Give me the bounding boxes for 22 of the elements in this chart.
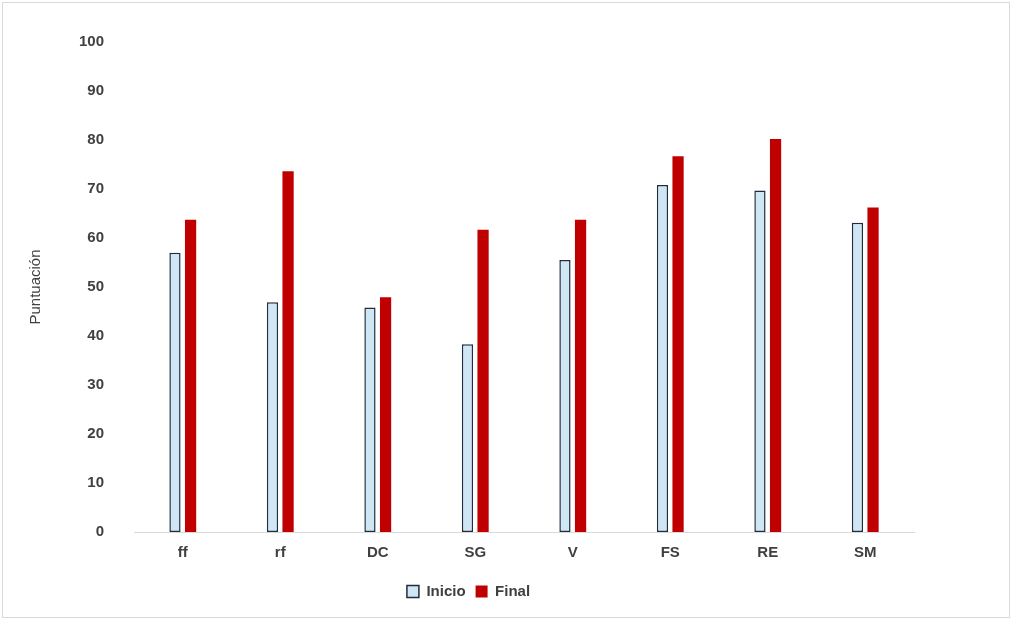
y-tick-label: 40 — [87, 326, 105, 344]
y-tick-label: 20 — [87, 424, 105, 442]
x-tick-label: SG — [464, 543, 487, 561]
x-tick-label: DC — [366, 543, 389, 561]
y-tick-label: 60 — [87, 228, 105, 246]
x-tick-label: SM — [854, 543, 877, 561]
y-tick-label: 30 — [87, 375, 105, 393]
x-tick-label: FS — [660, 543, 680, 561]
x-tick-label: RE — [757, 543, 779, 561]
x-tick-label: rf — [274, 543, 287, 561]
y-tick-label: 50 — [87, 277, 105, 295]
y-tick-label: 0 — [95, 522, 105, 540]
legend-label: Inicio — [426, 581, 466, 599]
legend-label: Final — [495, 581, 531, 599]
y-tick-label: 80 — [87, 130, 105, 148]
x-tick-label: ff — [177, 543, 189, 561]
x-tick-label: V — [567, 543, 578, 561]
y-tick-label: 90 — [87, 81, 105, 99]
y-tick-label: 100 — [79, 32, 105, 50]
y-tick-label: 10 — [87, 473, 105, 491]
y-axis-title: Puntuación — [26, 249, 44, 325]
y-tick-label: 70 — [87, 179, 105, 197]
